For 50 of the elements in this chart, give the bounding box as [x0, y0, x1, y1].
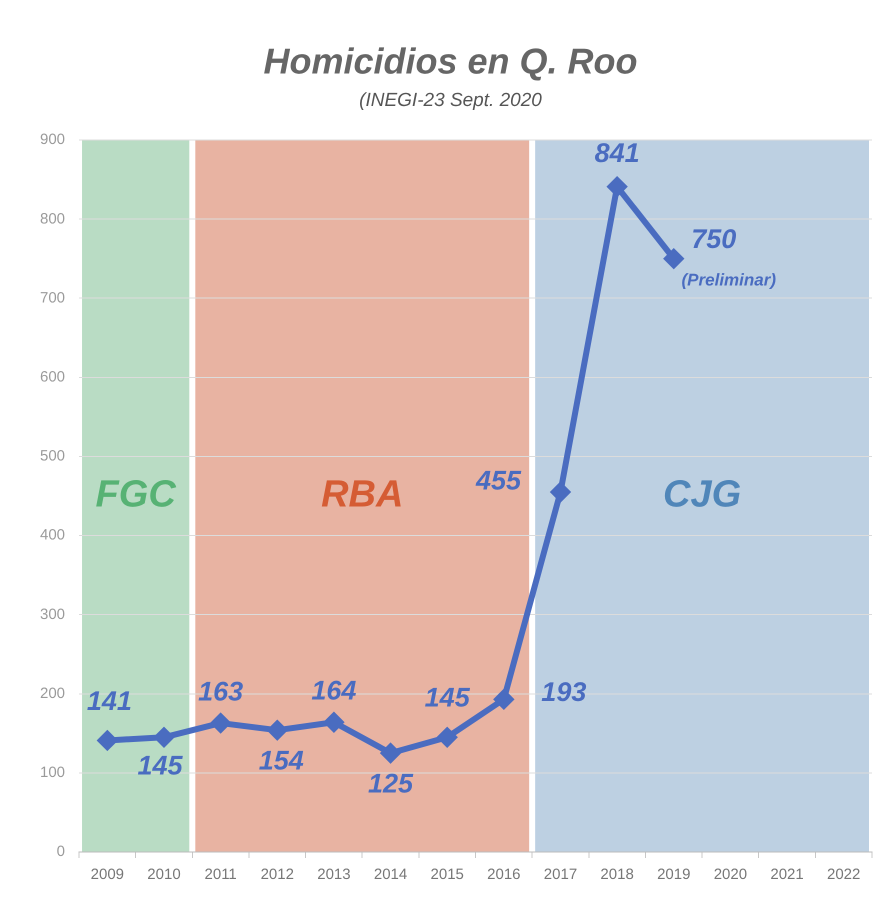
data-label: 145	[424, 682, 471, 713]
y-tick-label: 900	[40, 131, 66, 148]
x-tick-label: 2015	[430, 866, 464, 884]
y-tick-label: 700	[40, 289, 66, 306]
band-label: FGC	[96, 473, 176, 516]
y-tick-label: 600	[40, 368, 66, 386]
data-label: 145	[137, 750, 184, 781]
data-label: 193	[541, 676, 586, 707]
x-tick-label: 2011	[204, 866, 237, 884]
y-tick-label: 0	[56, 843, 66, 860]
y-tick-label: 300	[40, 606, 66, 623]
x-tick-label: 2019	[657, 866, 690, 884]
x-tick-label: 2017	[544, 866, 578, 884]
point	[380, 742, 402, 764]
point	[323, 712, 344, 733]
x-tick-label: 2014	[374, 866, 408, 884]
point	[606, 176, 628, 198]
point	[663, 248, 684, 270]
data-label: 455	[474, 466, 522, 496]
point	[493, 688, 514, 710]
x-tick-label: 2021	[770, 866, 804, 884]
data-label: 164	[311, 676, 356, 706]
y-tick-label: 500	[40, 448, 66, 465]
point	[210, 712, 232, 734]
data-label: 750	[691, 224, 736, 254]
data-label: 163	[198, 676, 244, 706]
x-tick-label: 2013	[317, 866, 351, 884]
data-label: 141	[86, 686, 132, 716]
y-tick-label: 400	[40, 526, 66, 544]
point	[550, 482, 571, 503]
data-label: 154	[258, 746, 304, 776]
x-tick-label: 2020	[714, 866, 748, 884]
y-tick-label: 100	[40, 764, 66, 782]
band-label: RBA	[321, 473, 404, 516]
point	[266, 720, 288, 741]
point	[436, 726, 458, 748]
chart-title: Homicidios en Q. Roo	[263, 40, 638, 82]
y-tick-label: 200	[40, 684, 66, 702]
x-tick-label: 2010	[147, 866, 181, 884]
x-tick-label: 2022	[826, 866, 860, 884]
x-tick-label: 2018	[600, 866, 634, 884]
data-label: 125	[368, 768, 414, 799]
annotation: (Preliminar)	[682, 270, 776, 290]
y-tick-label: 800	[40, 210, 66, 228]
data-label: 841	[594, 138, 640, 168]
x-tick-label: 2009	[90, 866, 124, 884]
chart-subtitle: (INEGI-23 Sept. 2020	[359, 90, 542, 111]
x-tick-label: 2016	[487, 866, 521, 884]
band-label: CJG	[663, 473, 742, 516]
x-tick-label: 2012	[260, 866, 294, 884]
